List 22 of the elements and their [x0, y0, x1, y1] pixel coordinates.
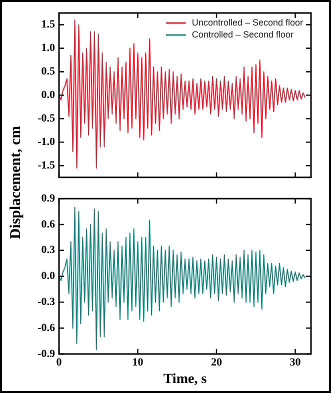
x-tick-label: 30	[290, 356, 302, 368]
y-tick-label: 0.3	[41, 244, 56, 256]
y-tick-label: 0.0	[41, 270, 56, 282]
y-tick-label: 0.5	[41, 66, 56, 78]
x-axis-title: Time, s	[163, 372, 208, 388]
x-tick-label: 0	[56, 356, 62, 368]
y-tick-label: -0.9	[38, 348, 56, 360]
text: Controlled – Second floor	[192, 29, 294, 40]
y-tick-label: -1.5	[38, 160, 56, 172]
y-tick-label: 0.9	[41, 192, 56, 204]
x-tick-label: 20	[211, 356, 222, 368]
y-tick-label: 1.5	[41, 18, 56, 31]
y-tick-label: -0.6	[38, 322, 56, 334]
y-tick-label: -0.5	[38, 112, 56, 125]
y-tick-label: -1.0	[38, 136, 56, 148]
y-tick-label: 1.0	[41, 42, 56, 54]
x-tick-label: 10	[132, 356, 144, 368]
y-axis-title: Displacement, cm	[8, 125, 26, 239]
legend-label: Uncontrolled – Second floor	[192, 17, 304, 28]
y-tick-label: 0.0	[41, 89, 56, 102]
y-tick-label: 0.6	[41, 218, 56, 230]
y-tick-label: -0.3	[38, 296, 56, 308]
